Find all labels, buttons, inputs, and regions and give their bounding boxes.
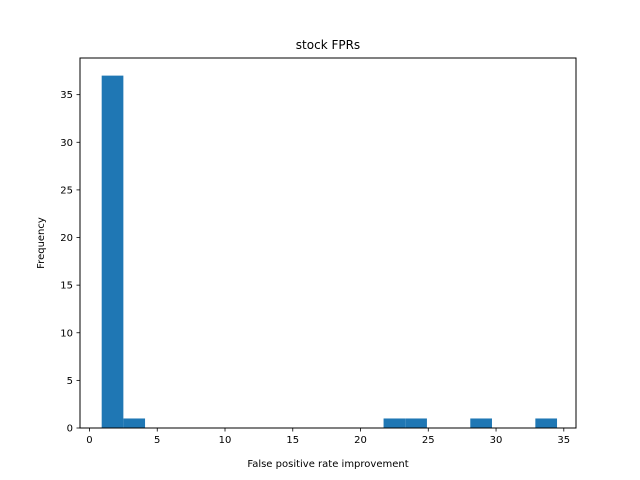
y-axis-ticks: 0 5 10 15 20 25 30 35 [60,90,80,435]
y-tick-label-1: 5 [67,376,73,387]
histogram-bar-4 [470,418,492,428]
plot-frame [79,57,577,429]
y-tick-label-2: 10 [60,328,73,339]
chart-title: stock FPRs [296,38,360,52]
histogram-bar-5 [535,418,558,428]
x-tick-label-6: 30 [490,435,503,446]
y-tick-label-0: 0 [67,424,73,435]
y-axis-label: Frequency [36,217,47,269]
bars-group [101,75,558,428]
histogram-bar-1 [123,418,146,428]
y-tick-label-3: 15 [60,281,73,292]
x-tick-label-5: 25 [422,435,435,446]
histogram-bar-2 [383,418,406,428]
x-tick-label-0: 0 [86,435,92,446]
histogram-bar-3 [405,418,427,428]
x-tick-label-2: 10 [219,435,232,446]
histogram-bar-0 [101,75,124,428]
y-tick-label-4: 20 [60,233,73,244]
x-tick-label-7: 35 [557,435,570,446]
x-tick-label-1: 5 [154,435,160,446]
x-tick-label-4: 20 [354,435,367,446]
y-tick-label-6: 30 [60,138,73,149]
y-tick-label-7: 35 [60,90,73,101]
x-tick-label-3: 15 [286,435,299,446]
x-axis-ticks: 0 5 10 15 20 25 30 35 [86,428,570,446]
y-tick-label-5: 25 [60,185,73,196]
x-axis-label: False positive rate improvement [247,459,408,470]
